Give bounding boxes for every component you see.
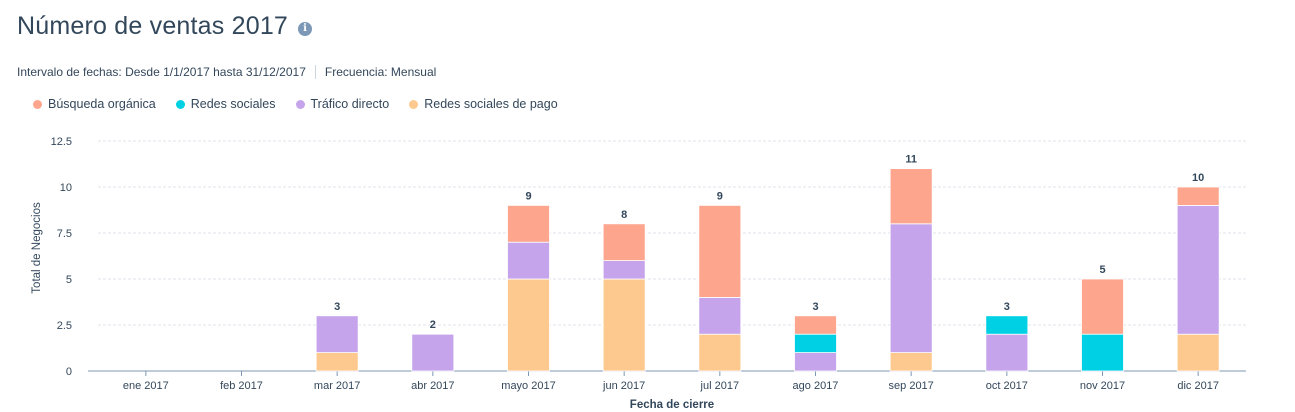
bar-segment bbox=[1176, 204, 1220, 335]
x-tick-label: dic 2017 bbox=[1177, 380, 1219, 392]
bar-segment bbox=[794, 352, 837, 372]
bar-segment bbox=[602, 260, 646, 280]
bar-total-label: 9 bbox=[717, 190, 723, 202]
bar-total-label: 5 bbox=[1099, 264, 1105, 276]
bar-segment bbox=[1176, 333, 1220, 372]
report-meta: Intervalo de fechas: Desde 1/1/2017 hast… bbox=[17, 65, 436, 79]
legend-label: Tráfico directo bbox=[310, 97, 390, 111]
y-tick-label: 5 bbox=[66, 274, 72, 286]
bar-segment bbox=[794, 333, 837, 354]
bar-segment bbox=[889, 168, 933, 225]
bar-total-label: 8 bbox=[621, 209, 627, 221]
bar-segment bbox=[985, 333, 1029, 372]
x-tick-label: jun 2017 bbox=[602, 380, 645, 392]
legend-label: Búsqueda orgánica bbox=[48, 97, 156, 111]
y-tick-label: 7.5 bbox=[57, 228, 72, 240]
y-tick-label: 12.5 bbox=[51, 136, 72, 148]
bar-total-label: 10 bbox=[1192, 172, 1204, 184]
bar-segment bbox=[507, 241, 550, 280]
legend-label: Redes sociales bbox=[190, 97, 276, 111]
bar-segment bbox=[1081, 333, 1124, 372]
y-axis-title: Total de Negocios bbox=[31, 202, 43, 294]
x-tick-label: feb 2017 bbox=[220, 380, 263, 392]
legend-item-paid-social[interactable]: Redes sociales de pago bbox=[409, 97, 558, 111]
x-tick-label: ene 2017 bbox=[123, 380, 169, 392]
bar-total-label: 2 bbox=[430, 319, 436, 331]
y-tick-label: 0 bbox=[66, 366, 72, 378]
bar-segment bbox=[985, 315, 1029, 335]
bar-segment bbox=[602, 223, 646, 262]
bar-segment bbox=[315, 352, 359, 372]
x-tick-label: ago 2017 bbox=[793, 380, 839, 392]
x-axis-title: Fecha de cierre bbox=[630, 399, 714, 411]
legend-label: Redes sociales de pago bbox=[424, 97, 558, 111]
bar-segment bbox=[889, 223, 933, 354]
legend-dot-icon bbox=[409, 99, 419, 109]
bar-segment bbox=[1081, 278, 1124, 335]
bar-segment bbox=[889, 352, 933, 372]
chart-header: Número de ventas 2017 i bbox=[17, 12, 313, 41]
legend-dot-icon bbox=[295, 99, 305, 109]
x-tick-label: sep 2017 bbox=[889, 380, 934, 392]
legend-dot-icon bbox=[33, 99, 42, 109]
legend-item-organic[interactable]: Búsqueda orgánica bbox=[33, 97, 156, 111]
bar-segment bbox=[315, 315, 359, 353]
x-tick-label: abr 2017 bbox=[411, 380, 454, 392]
bar-total-label: 3 bbox=[812, 301, 818, 313]
bar-segment bbox=[698, 296, 742, 335]
bar-total-label: 3 bbox=[334, 301, 340, 313]
bar-segment bbox=[794, 315, 837, 335]
bar-segment bbox=[507, 204, 550, 243]
bar-segment bbox=[1176, 186, 1220, 206]
x-tick-label: mar 2017 bbox=[314, 380, 360, 392]
legend-item-social[interactable]: Redes sociales bbox=[175, 97, 276, 111]
bar-total-label: 3 bbox=[1004, 301, 1010, 313]
x-tick-label: nov 2017 bbox=[1080, 380, 1125, 392]
bar-total-label: 11 bbox=[905, 154, 917, 166]
x-tick-label: jul 2017 bbox=[700, 380, 740, 392]
bar-total-label: 9 bbox=[525, 190, 531, 202]
legend-dot-icon bbox=[175, 99, 185, 109]
date-range-label: Intervalo de fechas: Desde 1/1/2017 hast… bbox=[17, 65, 306, 79]
meta-divider bbox=[314, 65, 316, 79]
bar-segment bbox=[507, 278, 550, 372]
frequency-label: Frecuencia: Mensual bbox=[324, 65, 437, 79]
chart-legend: Búsqueda orgánica Redes sociales Tráfico… bbox=[33, 97, 578, 111]
y-tick-label: 10 bbox=[60, 182, 72, 194]
bar-segment bbox=[411, 333, 455, 372]
bar-segment bbox=[698, 204, 742, 298]
bar-segment bbox=[602, 278, 646, 372]
x-tick-label: oct 2017 bbox=[986, 380, 1028, 392]
y-tick-label: 2.5 bbox=[57, 320, 72, 332]
legend-item-direct[interactable]: Tráfico directo bbox=[295, 97, 390, 111]
x-tick-label: mayo 2017 bbox=[501, 380, 555, 392]
info-circle-icon[interactable]: i bbox=[298, 21, 313, 36]
page-title: Número de ventas 2017 bbox=[17, 12, 289, 40]
bar-segment bbox=[698, 333, 742, 372]
